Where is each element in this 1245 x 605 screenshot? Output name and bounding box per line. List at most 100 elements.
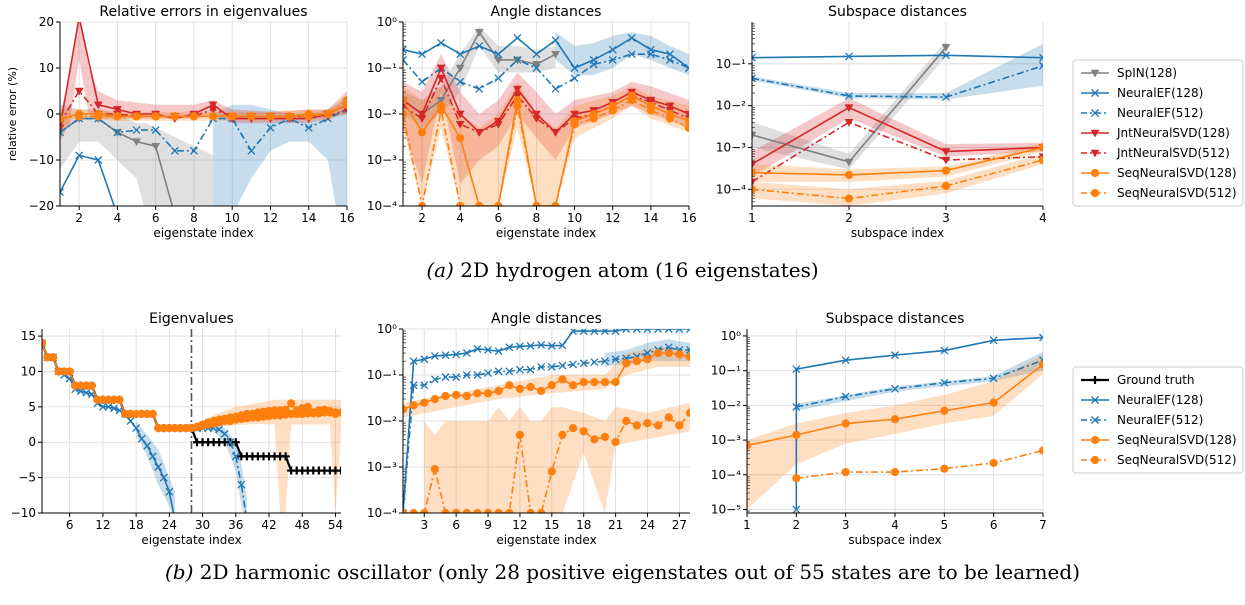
data-point — [664, 413, 673, 422]
data-point — [151, 112, 160, 121]
data-point — [665, 55, 674, 64]
y-tick-label: 10−² — [716, 99, 746, 113]
y-tick-label: −20 — [29, 199, 54, 213]
legend-label: NeuralEF(512) — [1117, 413, 1203, 427]
data-point — [989, 398, 998, 407]
x-tick-label: 10 — [225, 211, 240, 225]
data-point — [417, 115, 427, 123]
chart-title: Eigenvalues — [149, 311, 234, 327]
data-point — [93, 101, 103, 110]
series-line — [403, 412, 690, 513]
data-point — [243, 517, 250, 524]
data-point — [137, 434, 146, 443]
data-point — [600, 378, 610, 387]
legend-label: SeqNeuralSVD(512) — [1117, 186, 1237, 200]
data-point — [403, 109, 408, 119]
data-layer — [403, 26, 689, 206]
data-point — [132, 126, 141, 135]
data-point — [60, 124, 65, 133]
data-point — [456, 50, 465, 59]
data-point — [654, 421, 663, 430]
data-point — [452, 350, 461, 359]
data-point — [420, 398, 429, 407]
data-point — [1039, 333, 1043, 342]
y-tick-label: 10 — [39, 61, 54, 75]
data-point — [537, 362, 546, 371]
legend-label: SpIN(128) — [1117, 66, 1177, 80]
x-tick-label: 12 — [512, 518, 527, 532]
data-point — [532, 50, 541, 59]
chart-title: Angle distances — [491, 311, 602, 327]
data-point — [409, 357, 418, 366]
data-point — [646, 106, 655, 115]
legend-label: JntNeuralSVD(128) — [1116, 126, 1230, 140]
caption-b: (b) 2D harmonic oscillator (only 28 posi… — [0, 560, 1245, 584]
data-point — [622, 416, 631, 426]
data-point — [403, 45, 407, 54]
y-tick-label: −5 — [18, 471, 36, 485]
x-tick-label: 6 — [66, 518, 74, 532]
data-point — [505, 381, 514, 390]
data-point — [437, 39, 446, 47]
data-point — [94, 112, 103, 121]
data-layer — [60, 22, 347, 206]
data-point — [608, 55, 617, 64]
x-tick-label: 10 — [567, 211, 582, 225]
data-point — [558, 341, 567, 350]
data-point — [608, 45, 617, 54]
x-tick-label: 2 — [75, 211, 83, 225]
x-tick-label: 21 — [608, 518, 623, 532]
series-band — [60, 104, 214, 206]
data-point — [75, 112, 84, 121]
series-band — [752, 98, 1043, 177]
x-axis-label: eigenstate index — [141, 533, 241, 547]
series-line — [403, 65, 689, 134]
data-point — [941, 166, 951, 175]
data-point — [430, 351, 439, 360]
x-tick-label: 6 — [452, 518, 460, 532]
data-point — [622, 329, 631, 333]
data-layer — [42, 329, 341, 524]
x-axis-label: eigenstate index — [496, 226, 596, 240]
x-tick-label: 15 — [544, 518, 559, 532]
data-point — [60, 188, 64, 197]
data-point — [452, 390, 461, 399]
data-point — [537, 386, 546, 396]
data-point — [455, 120, 465, 129]
data-point — [323, 109, 332, 119]
data-point — [403, 102, 408, 111]
series-band — [796, 351, 1043, 411]
data-point — [792, 403, 801, 411]
data-point — [547, 362, 556, 371]
data-point — [532, 110, 541, 119]
data-point — [611, 355, 620, 364]
data-point — [436, 74, 446, 83]
data-point — [281, 452, 290, 461]
data-point — [532, 61, 541, 69]
legend-frame — [1072, 59, 1244, 207]
caption-a-label: (a) — [426, 258, 454, 282]
data-point — [483, 389, 493, 398]
data-point — [515, 430, 525, 439]
data-point — [110, 404, 118, 413]
data-point — [532, 64, 541, 72]
data-point — [551, 50, 560, 59]
series-line — [403, 53, 689, 90]
data-point — [1038, 155, 1043, 165]
data-point — [611, 437, 620, 447]
data-point — [611, 329, 620, 336]
y-tick-label: 5 — [28, 400, 36, 414]
data-point — [890, 415, 900, 424]
data-point — [148, 409, 157, 419]
x-tick-label: 36 — [228, 518, 243, 532]
legend-label: SeqNeuralSVD(128) — [1117, 433, 1237, 447]
data-point — [74, 87, 84, 96]
y-tick-label: 10−⁵ — [711, 503, 741, 517]
y-tick-label: 20 — [39, 15, 54, 29]
series-band — [747, 354, 1043, 510]
data-point — [208, 101, 218, 110]
data-point — [513, 33, 522, 42]
data-point — [189, 146, 198, 155]
data-point — [456, 77, 465, 86]
data-point — [940, 464, 949, 473]
